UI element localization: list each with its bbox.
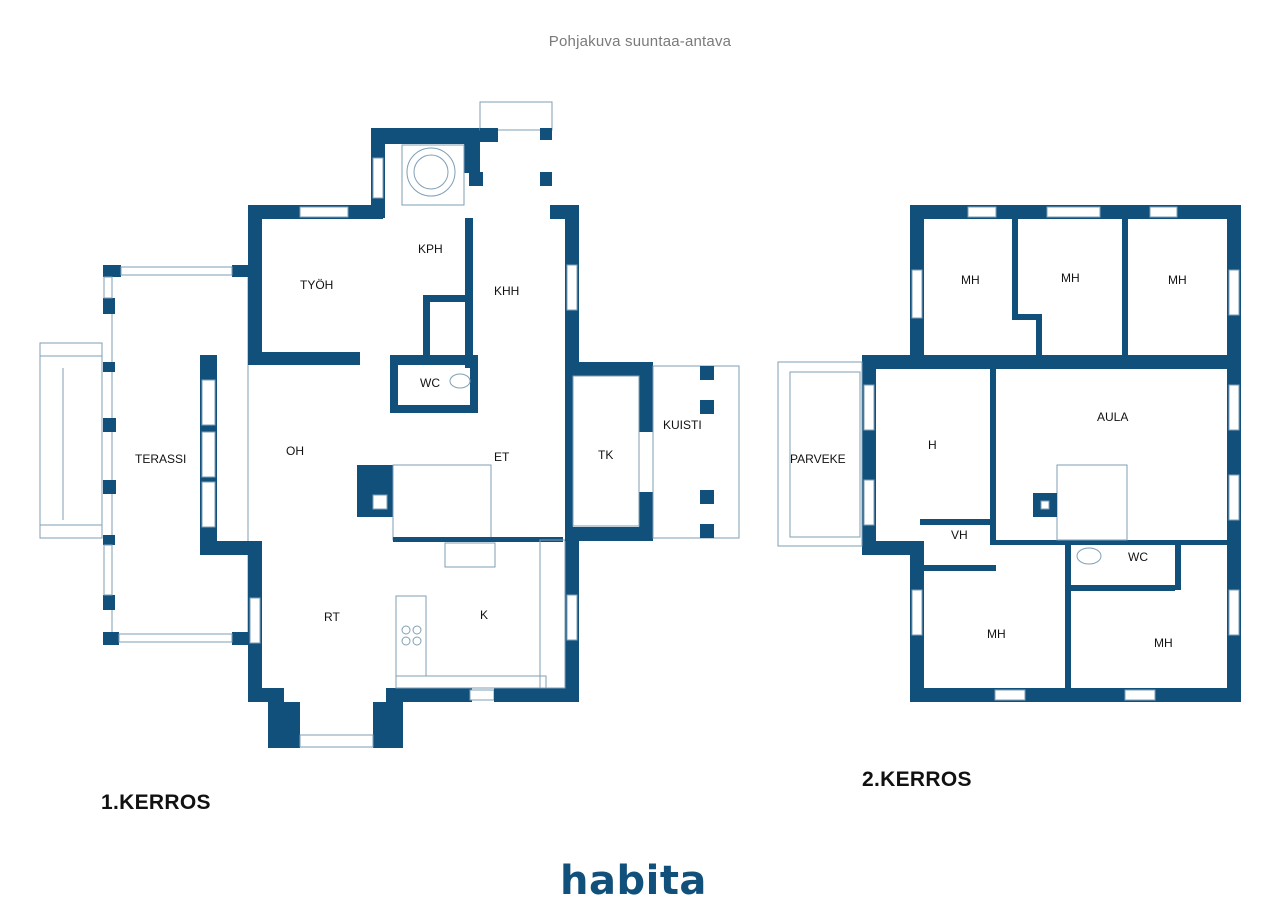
room-label-bedroom-1: MH xyxy=(961,273,980,287)
room-label-hallway: ET xyxy=(494,450,510,464)
room-label-dining: RT xyxy=(324,610,340,624)
room-label-bedroom-5: MH xyxy=(1154,636,1173,650)
room-label-balcony: PARVEKE xyxy=(790,452,846,466)
room-label-kitchen: K xyxy=(480,608,488,622)
page-title: Pohjakuva suuntaa-antava xyxy=(548,33,732,50)
room-label-bedroom-2: MH xyxy=(1061,271,1080,285)
floor-2-plan xyxy=(777,205,1241,702)
room-label-bedroom-3: MH xyxy=(1168,273,1187,287)
floor-1-plan xyxy=(39,101,740,748)
room-label-lobby: AULA xyxy=(1097,410,1128,424)
room-label-bathroom: KPH xyxy=(418,242,443,256)
room-label-h: H xyxy=(928,438,937,452)
room-label-study: TYÖH xyxy=(300,278,333,292)
floor-2-label: 2.KERROS xyxy=(862,768,972,791)
room-label-wc-1: WC xyxy=(420,376,440,390)
habita-logo: habita xyxy=(560,858,707,904)
room-label-bedroom-4: MH xyxy=(987,627,1006,641)
room-label-living-room: OH xyxy=(286,444,304,458)
room-label-utility: KHH xyxy=(494,284,519,298)
terrace-steps xyxy=(39,342,103,539)
floor-1-label: 1.KERROS xyxy=(101,791,211,814)
room-label-closet: VH xyxy=(951,528,968,542)
room-label-wardrobe: TK xyxy=(598,448,613,462)
room-label-terrace: TERASSI xyxy=(135,452,186,466)
room-label-porch: KUISTI xyxy=(663,418,702,432)
room-label-wc-2: WC xyxy=(1128,550,1148,564)
